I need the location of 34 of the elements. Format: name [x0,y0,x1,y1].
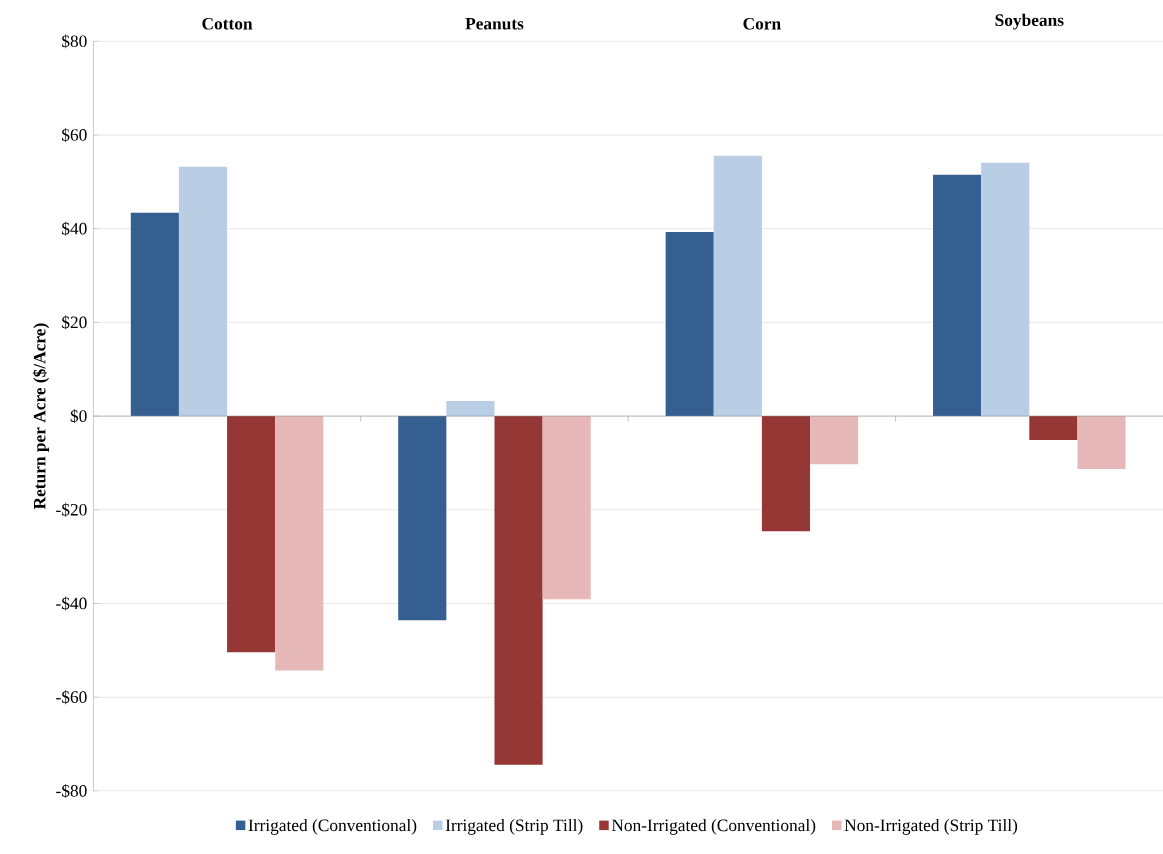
y-tick-label: $80 [62,34,87,49]
bar [494,416,543,765]
y-tick-label: -$40 [56,596,87,611]
y-axis-title: Return per Acre ($/Acre) [32,323,50,510]
y-tick-label: -$60 [56,690,87,705]
x-tick-label: Peanuts [465,18,524,30]
legend-label: Non-Irrigated (Conventional) [611,819,816,835]
bar [398,416,447,621]
bar [130,212,179,417]
legend-label: Non-Irrigated (Strip Till) [844,819,1018,835]
y-tick-label: $20 [62,315,87,330]
bar [275,416,324,671]
bar [665,232,714,417]
bar [446,401,495,417]
y-tick-label: -$80 [56,784,87,799]
bar [810,416,859,465]
bar [227,416,276,653]
bar [933,175,982,417]
x-tick-label: Soybeans [995,14,1064,30]
bar [178,167,228,417]
bar [1077,416,1126,470]
legend-label: Irrigated (Conventional) [248,819,417,835]
bar [713,155,762,417]
bar [761,416,811,532]
bar [981,162,1030,417]
y-tick-label: $0 [70,409,87,424]
bar [1029,416,1078,441]
y-tick-label: $40 [62,221,87,236]
y-tick-label: -$20 [56,503,87,517]
bar [542,416,591,600]
y-tick-label: $60 [62,128,87,143]
x-tick-label: Corn [743,18,781,30]
x-tick-label: Cotton [202,18,253,30]
legend-label: Irrigated (Strip Till) [445,819,583,835]
